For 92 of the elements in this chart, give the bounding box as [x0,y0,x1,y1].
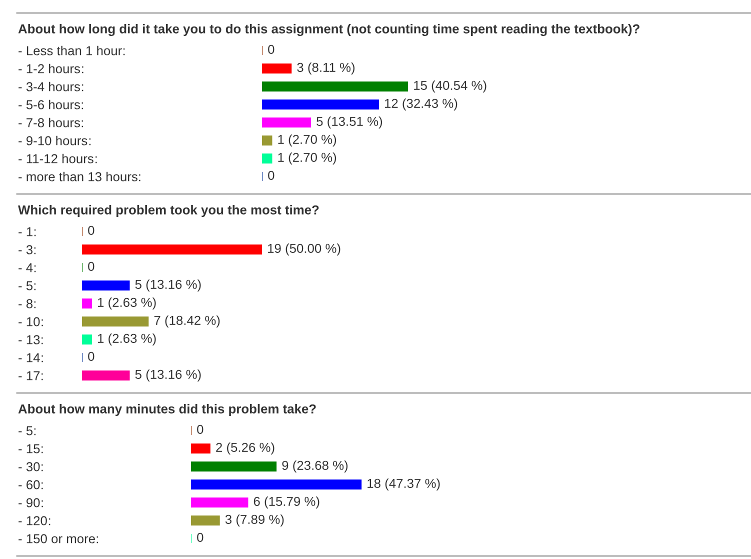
y-tick-label: - Less than 1 hour [18,46,122,56]
y-tick-label: - 7-8 hours [18,118,80,128]
bar [191,461,277,472]
y-tick-label: - 90 [18,498,40,508]
y-tick-label: - 5-6 hours [18,100,80,110]
bar [82,244,262,255]
bar [191,515,220,526]
bar [82,334,92,345]
y-tick-label: - more than 13 hours [18,172,138,182]
text: : [82,84,84,92]
data-label: 7 (18.42 %) [154,315,220,328]
text: : [82,120,84,128]
data-label: 1 (2.63 %) [98,333,156,346]
text: : [139,174,140,182]
bar [191,479,362,490]
y-tick-label: - 3-4 hours [18,82,80,92]
text: : [82,102,84,110]
y-tick-label: - 150 or more [18,534,95,544]
data-label: 0 [197,424,204,434]
y-tick-label: - 9-10 hours [18,136,88,146]
bar [262,81,408,92]
y-tick-label: - 8 [18,299,33,308]
y-tick-label: - 10 [18,317,40,326]
chart-title: About how many minutes did this problem take? [18,404,316,416]
text: : [89,138,91,146]
y-tick-label: - 11-12 hours [18,154,94,164]
text: : [42,337,43,344]
y-tick-label: - 14 [18,353,40,362]
bar [262,63,292,74]
data-label: 0 [268,44,274,54]
y-tick-label: - 5 [18,281,33,290]
text: : [96,156,97,164]
y-tick-label: - 1 [18,227,32,236]
data-label: 18 (47.37 %) [368,478,440,491]
text: : [34,247,36,254]
bar [262,153,272,164]
bar [82,370,130,381]
data-label: 5 (13.51 %) [316,116,382,129]
text: : [42,446,43,454]
data-label: 5 (13.16 %) [135,369,201,382]
text: : [123,48,125,56]
text: : [34,265,36,272]
data-label: 6 (15.79 %) [254,496,320,509]
data-label: 0 [88,352,94,361]
text: : [48,518,50,526]
data-label: 9 (23.68 %) [282,460,348,473]
bar [191,443,210,454]
text: : [82,66,84,74]
data-label: 19 (50.00 %) [268,243,340,256]
y-tick-label: - 30 [18,462,40,472]
y-tick-label: - 120 [18,516,47,526]
chart-title: About how long did it take you to do this assignment (not counting time spent reading the textbook)? [18,24,640,36]
data-label: 1 (2.70 %) [278,134,336,147]
text: : [42,500,43,508]
y-tick-label: - 5 [18,426,33,436]
text: : [42,319,43,326]
data-label: 0 [197,532,204,542]
y-tick-label: - 4 [18,263,33,272]
text: : [34,428,36,436]
data-label: 1 (2.63 %) [98,297,156,310]
data-label: 5 (13.16 %) [135,279,201,292]
bar [262,99,379,110]
text: : [42,355,43,362]
data-label: 2 (5.26 %) [216,442,274,455]
y-tick-label: - 17 [18,371,40,380]
y-tick-label: - 1-2 hours [18,64,80,74]
text: : [42,482,43,490]
data-label: 1 (2.70 %) [278,152,336,165]
text: : [34,301,36,308]
bar [191,497,248,508]
y-tick-label: - 13 [18,335,40,344]
text: : [42,373,43,380]
text: : [34,283,36,290]
bar [82,316,149,327]
data-label: 0 [268,170,274,180]
data-label: 12 (32.43 %) [384,98,458,111]
y-tick-label: - 15 [18,444,40,454]
bar [82,298,92,309]
chart-title: Which required problem took you the most time? [18,204,319,218]
bar [262,135,272,146]
y-tick-label: - 3 [18,245,33,254]
data-label: 3 (7.89 %) [225,514,284,527]
data-label: 0 [88,226,94,235]
bar [262,117,312,128]
text: : [96,536,98,544]
text: : [34,229,36,236]
data-label: 15 (40.54 %) [414,80,486,93]
data-label: 0 [88,262,94,271]
y-tick-label: - 60 [18,480,40,490]
text: : [42,464,43,472]
data-label: 3 (8.11 %) [297,62,354,75]
bar [82,280,130,291]
